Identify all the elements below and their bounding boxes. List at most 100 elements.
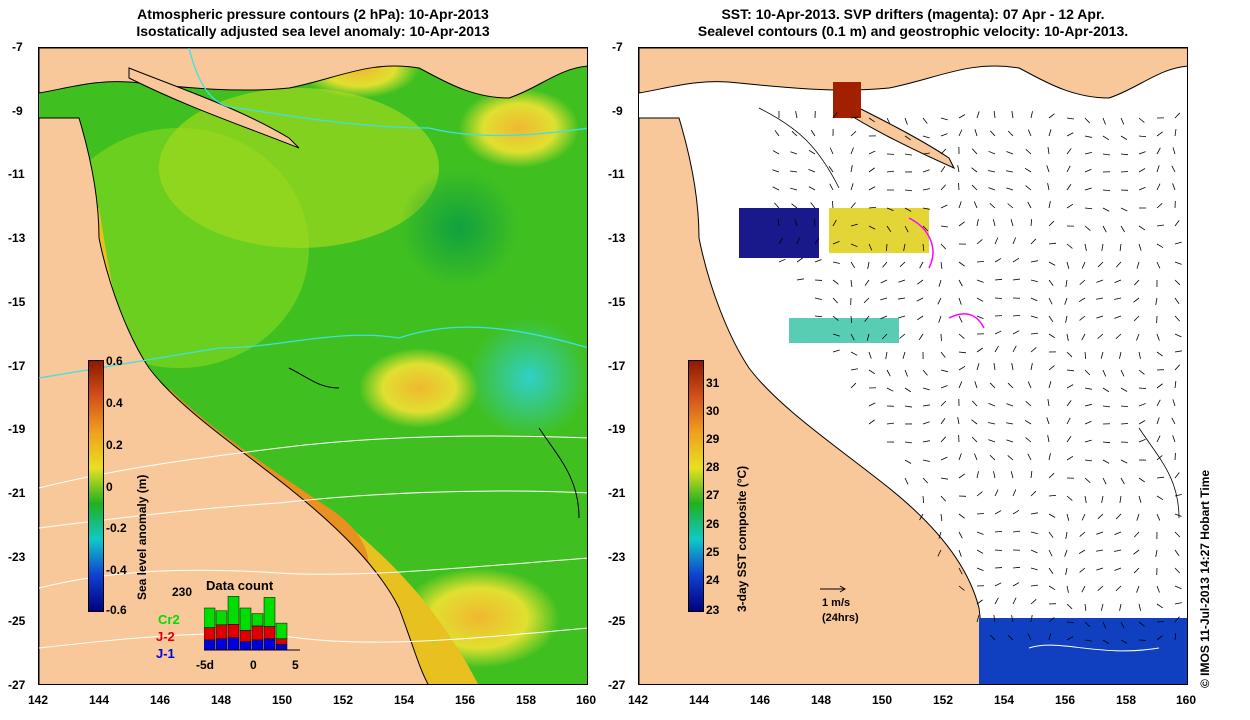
sst-velocity-map-graphic: [639, 48, 1187, 684]
velocity-vector: [881, 333, 888, 340]
velocity-vector: [1010, 219, 1014, 227]
velocity-vector: [940, 117, 948, 121]
velocity-vector: [1156, 585, 1160, 593]
velocity-vector: [938, 279, 942, 287]
velocity-vector: [916, 297, 924, 302]
imos-credit: © IMOS 11-Jul-2013 14:27 Hobart Time: [1198, 469, 1212, 688]
velocity-vector: [867, 261, 870, 269]
velocity-vector: [1084, 387, 1092, 390]
velocity-vector: [1156, 261, 1161, 269]
left-x-tick: 156: [455, 693, 476, 707]
velocity-vector: [1066, 585, 1069, 593]
velocity-vector: [1048, 279, 1054, 286]
velocity-vector: [880, 297, 888, 301]
velocity-vector: [850, 223, 858, 227]
velocity-vector: [988, 422, 996, 425]
left-y-tick: -11: [8, 167, 25, 181]
velocity-vector: [1024, 167, 1032, 173]
data-count-bar-cr2: [251, 613, 264, 627]
velocity-vector: [850, 183, 854, 191]
velocity-vector: [1012, 330, 1020, 335]
velocity-vector: [790, 170, 798, 173]
data-count-bar-j2: [215, 624, 228, 640]
velocity-vector: [940, 495, 946, 502]
velocity-vector: [1047, 147, 1050, 155]
right-y-tick: -13: [608, 231, 626, 245]
sst-colorbar-tick: 25: [706, 545, 720, 559]
velocity-vector: [1030, 549, 1038, 554]
velocity-vector: [899, 261, 906, 268]
data-count-title: Data count: [206, 578, 274, 593]
velocity-vector: [1081, 261, 1086, 269]
velocity-vector: [904, 225, 909, 233]
left-y-tick: -25: [8, 614, 26, 628]
velocity-vector: [1119, 351, 1122, 359]
velocity-vector: [1096, 549, 1104, 552]
velocity-vector: [904, 405, 912, 408]
velocity-vector: [922, 135, 930, 139]
velocity-vector: [1174, 279, 1181, 286]
velocity-vector: [922, 404, 930, 407]
velocity-vector: [1138, 151, 1146, 155]
data-count-bar-j1: [251, 639, 264, 651]
velocity-vector: [940, 166, 946, 173]
velocity-vector: [1030, 315, 1038, 319]
left-panel-title: Atmospheric pressure contours (2 hPa): 1…: [38, 6, 588, 40]
velocity-vector: [1097, 513, 1104, 520]
velocity-vector: [1048, 633, 1052, 641]
velocity-vector: [1007, 634, 1014, 641]
velocity-vector: [1030, 279, 1038, 283]
velocity-vector: [814, 315, 823, 318]
velocity-vector: [886, 117, 891, 125]
right-y-tick: -21: [608, 486, 626, 500]
velocity-vector: [994, 597, 999, 605]
velocity-vector: [832, 333, 840, 337]
right-x-tick: 144: [689, 693, 710, 707]
velocity-vector: [1007, 130, 1014, 137]
sst-velocity-map: [638, 47, 1188, 685]
sla-colorbar-tick: 0.6: [106, 354, 123, 368]
sst-colorbar-tick: 28: [706, 460, 720, 474]
velocity-vector: [1007, 203, 1014, 209]
velocity-vector: [1066, 261, 1070, 269]
velocity-vector: [918, 333, 924, 341]
velocity-vector: [1096, 297, 1104, 300]
velocity-vector: [1046, 417, 1050, 425]
data-count-histogram: [204, 595, 300, 651]
velocity-vector: [886, 170, 894, 173]
velocity-vector: [863, 297, 870, 304]
velocity-vector: [1171, 417, 1176, 425]
velocity-vector: [940, 400, 947, 407]
velocity-vector: [988, 403, 996, 407]
velocity-vector: [904, 387, 912, 393]
velocity-vector: [1156, 635, 1163, 641]
velocity-vector: [1048, 315, 1054, 323]
velocity-vector: [868, 243, 873, 251]
velocity-vector: [1138, 621, 1145, 627]
velocity-vector: [1079, 279, 1086, 285]
data-count-bar-cr2: [227, 595, 240, 625]
velocity-vector: [1065, 531, 1068, 539]
left-y-tick: -17: [8, 359, 26, 373]
velocity-vector: [993, 471, 996, 479]
velocity-vector: [794, 219, 798, 227]
velocity-vector: [958, 453, 962, 461]
velocity-vector: [1066, 333, 1069, 341]
left-y-tick: -19: [8, 422, 26, 436]
velocity-vector: [850, 116, 858, 119]
velocity-vector: [958, 297, 962, 305]
velocity-vector: [1048, 617, 1055, 623]
velocity-vector: [1024, 419, 1032, 425]
velocity-vector: [958, 531, 963, 539]
velocity-vector: [1027, 453, 1032, 461]
velocity-vector: [778, 237, 783, 245]
velocity-vector: [976, 219, 979, 227]
velocity-vector: [976, 260, 985, 263]
velocity-vector: [1102, 405, 1110, 408]
right-title-line1: SST: 10-Apr-2013. SVP drifters (magenta)…: [721, 6, 1105, 22]
right-panel-title: SST: 10-Apr-2013. SVP drifters (magenta)…: [638, 6, 1188, 40]
velocity-vector: [1006, 170, 1014, 173]
velocity-vector: [922, 495, 925, 504]
right-x-tick: 142: [628, 693, 649, 707]
velocity-vector: [1084, 369, 1091, 376]
